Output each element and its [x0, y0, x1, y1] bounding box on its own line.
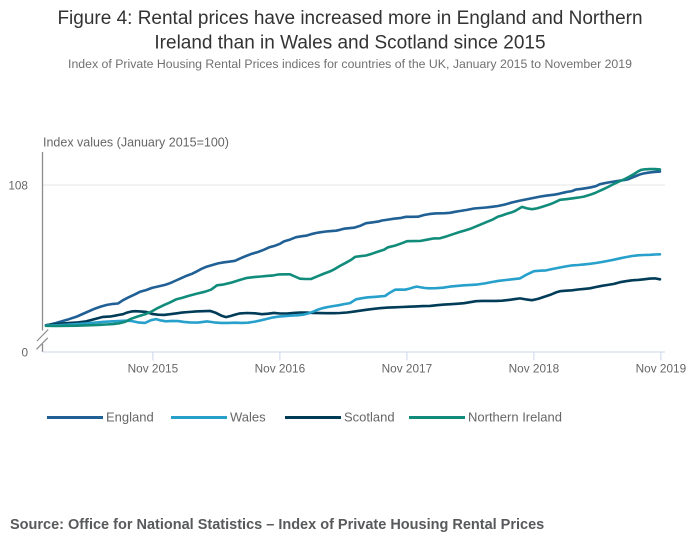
- svg-text:Wales: Wales: [230, 410, 266, 425]
- svg-text:Nov 2015: Nov 2015: [128, 362, 179, 376]
- svg-text:Index of Private Housing Renta: Index of Private Housing Rental Prices i…: [68, 57, 632, 71]
- svg-text:108: 108: [8, 179, 28, 193]
- svg-text:Scotland: Scotland: [344, 410, 395, 425]
- svg-text:England: England: [106, 410, 154, 425]
- svg-text:Nov 2019: Nov 2019: [636, 362, 687, 376]
- svg-text:Nov 2017: Nov 2017: [382, 362, 433, 376]
- svg-text:0: 0: [21, 346, 28, 360]
- svg-text:Nov 2018: Nov 2018: [509, 362, 560, 376]
- svg-text:Source: Office for National St: Source: Office for National Statistics –…: [10, 517, 544, 533]
- svg-text:Nov 2016: Nov 2016: [255, 362, 306, 376]
- svg-text:Index values (January 2015=100: Index values (January 2015=100): [43, 136, 229, 150]
- svg-text:Ireland than in Wales and Scot: Ireland than in Wales and Scotland since…: [154, 33, 545, 54]
- svg-text:Figure 4: Rental prices have i: Figure 4: Rental prices have increased m…: [57, 8, 642, 29]
- svg-text:Northern Ireland: Northern Ireland: [468, 410, 562, 425]
